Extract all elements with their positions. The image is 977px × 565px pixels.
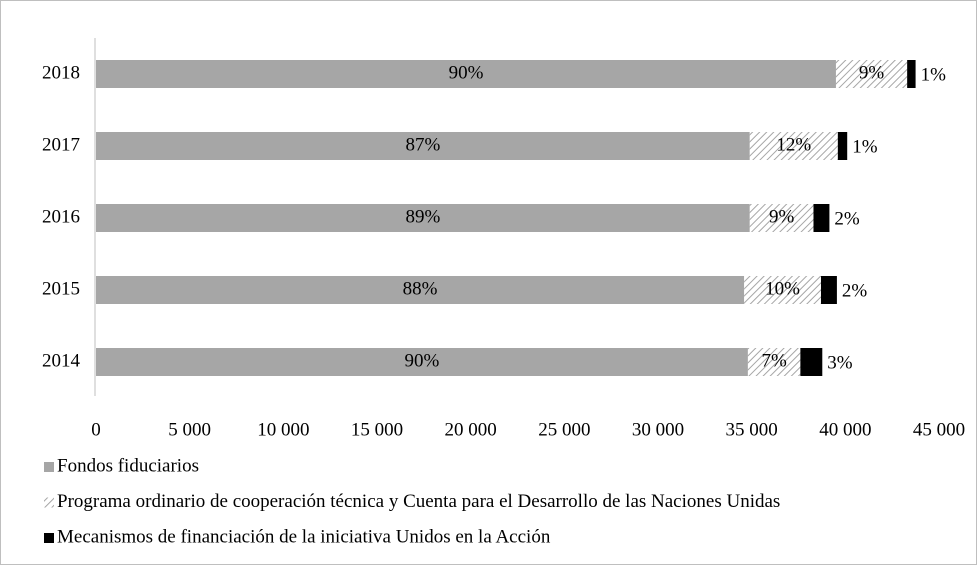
y-tick-label: 2015: [42, 278, 80, 299]
legend-label: Fondos fiduciarios: [57, 455, 199, 476]
legend-swatch: [44, 533, 54, 543]
data-label: 88%: [403, 278, 438, 299]
data-label: 90%: [405, 350, 440, 371]
data-label: 3%: [827, 352, 853, 373]
bar-segment: [744, 276, 821, 304]
data-label: 89%: [405, 206, 440, 227]
data-label: 90%: [449, 62, 484, 83]
bar-segment: [749, 132, 838, 160]
data-label: 7%: [761, 350, 787, 371]
data-label: 10%: [765, 278, 800, 299]
data-label: 9%: [769, 206, 795, 227]
bar-segment: [835, 60, 908, 88]
bar-segment: [96, 132, 750, 160]
bar-segment: [96, 276, 745, 304]
bar-segment: [820, 276, 837, 304]
y-tick-label: 2017: [42, 134, 80, 155]
bar-segment: [813, 204, 830, 232]
bar-segment: [96, 348, 748, 376]
bar-segment: [837, 132, 848, 160]
data-label: 87%: [405, 134, 440, 155]
x-tick-label: 40 000: [819, 419, 871, 440]
x-tick-label: 20 000: [445, 419, 497, 440]
x-tick-label: 45 000: [913, 419, 965, 440]
bar-segment: [907, 60, 916, 88]
data-label: 2%: [842, 280, 868, 301]
bar-segment: [96, 204, 750, 232]
bar-segment: [747, 348, 801, 376]
legend-swatch: [44, 462, 54, 472]
x-tick-label: 0: [91, 419, 101, 440]
y-tick-label: 2014: [42, 350, 81, 371]
x-tick-label: 15 000: [351, 419, 403, 440]
data-label: 12%: [776, 134, 811, 155]
x-tick-label: 10 000: [257, 419, 309, 440]
x-tick-label: 25 000: [538, 419, 590, 440]
legend-label: Programa ordinario de cooperación técnic…: [57, 491, 780, 512]
y-tick-label: 2018: [42, 62, 80, 83]
legend-swatch: [44, 497, 54, 508]
data-label: 1%: [852, 136, 878, 157]
bar-segment: [749, 204, 814, 232]
x-tick-label: 30 000: [632, 419, 684, 440]
y-tick-label: 2016: [42, 206, 80, 227]
data-label: 2%: [834, 208, 860, 229]
data-label: 9%: [859, 62, 885, 83]
x-tick-label: 5 000: [168, 419, 211, 440]
bar-segment: [96, 60, 836, 88]
data-label: 1%: [921, 64, 947, 85]
legend-label: Mecanismos de financiación de la iniciat…: [57, 526, 551, 547]
bar-segment: [800, 348, 823, 376]
x-tick-label: 35 000: [726, 419, 778, 440]
